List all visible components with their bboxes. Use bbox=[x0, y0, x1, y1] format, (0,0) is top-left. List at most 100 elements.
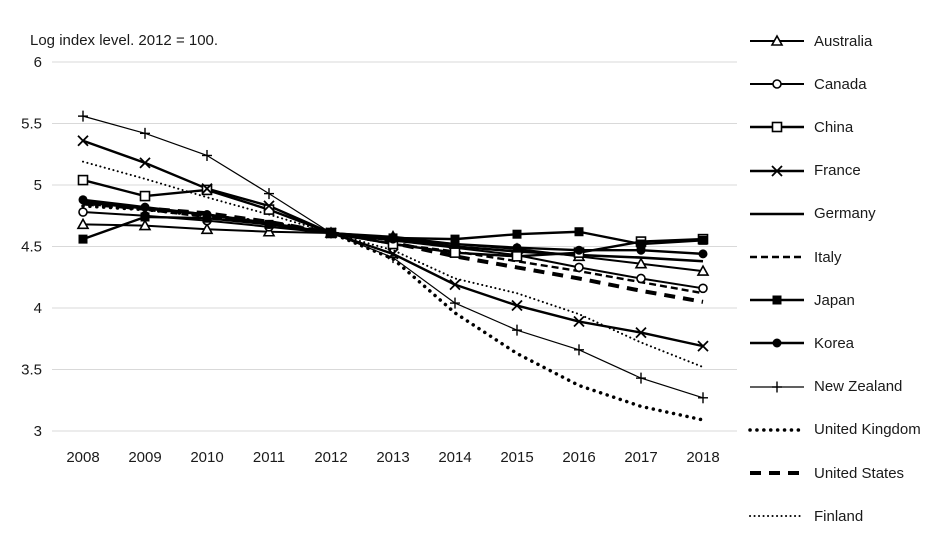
legend-marker-china bbox=[771, 122, 783, 133]
legend-label: Finland bbox=[814, 507, 864, 525]
legend-marker-canada bbox=[772, 79, 782, 89]
x-axis-tick-label: 2017 bbox=[624, 449, 657, 466]
series-marker-new-zealand bbox=[388, 252, 398, 264]
series-marker-japan bbox=[450, 234, 460, 244]
x-axis-tick-label: 2015 bbox=[500, 449, 533, 466]
series-marker-france bbox=[449, 278, 461, 291]
legend-item-france: France bbox=[748, 161, 861, 181]
series-marker-new-zealand bbox=[512, 324, 522, 336]
legend-label: China bbox=[814, 118, 854, 136]
series-marker-new-zealand bbox=[78, 110, 88, 122]
series-marker-new-zealand bbox=[140, 127, 150, 139]
x-axis-tick-label: 2014 bbox=[438, 449, 471, 466]
legend-label: Canada bbox=[814, 75, 867, 93]
series-marker-japan bbox=[140, 212, 150, 222]
legend-marker-korea bbox=[772, 338, 782, 348]
y-axis-tick-label: 4 bbox=[34, 300, 42, 317]
legend-label: United Kingdom bbox=[814, 421, 921, 439]
legend-key-italy-icon bbox=[750, 255, 804, 259]
legend-item-australia: Australia bbox=[748, 31, 872, 51]
legend-key-germany-icon bbox=[750, 212, 804, 216]
series-marker-france bbox=[139, 157, 151, 169]
series-marker-canada bbox=[574, 262, 584, 273]
legend-item-new-zealand: New Zealand bbox=[748, 377, 902, 397]
series-marker-australia bbox=[634, 257, 648, 269]
legend-item-japan: Japan bbox=[748, 290, 855, 310]
legend-key-china-icon bbox=[750, 122, 804, 133]
legend-key-new-zealand-icon bbox=[750, 381, 804, 393]
x-axis-tick-label: 2010 bbox=[190, 449, 223, 466]
legend: Australia Canada China France Germany Italy Ja… bbox=[748, 0, 927, 537]
legend-label: Australia bbox=[814, 32, 873, 50]
legend-key-united-states-icon bbox=[750, 471, 804, 475]
series-marker-japan bbox=[512, 229, 522, 239]
series-marker-korea bbox=[636, 245, 646, 255]
series-marker-australia bbox=[138, 218, 152, 231]
series-marker-korea bbox=[512, 243, 522, 253]
legend-label: United States bbox=[814, 464, 905, 482]
series-marker-japan bbox=[574, 227, 584, 237]
x-axis-tick-label: 2008 bbox=[66, 449, 99, 466]
series-marker-new-zealand bbox=[574, 344, 584, 356]
x-axis-tick-label: 2013 bbox=[376, 449, 409, 466]
legend-label: New Zealand bbox=[814, 378, 903, 396]
legend-label: Germany bbox=[814, 205, 876, 223]
series-marker-japan bbox=[78, 234, 88, 244]
series-marker-new-zealand bbox=[264, 188, 274, 200]
series-marker-japan bbox=[636, 239, 646, 249]
legend-label: Japan bbox=[814, 291, 855, 309]
series-marker-korea bbox=[574, 245, 584, 255]
series-marker-australia bbox=[696, 264, 710, 276]
series-marker-australia bbox=[200, 222, 214, 235]
legend-item-canada: Canada bbox=[748, 74, 867, 94]
series-marker-france bbox=[573, 315, 585, 328]
series-marker-korea bbox=[388, 234, 398, 244]
legend-key-finland-icon bbox=[749, 515, 805, 518]
series-marker-france bbox=[201, 183, 213, 195]
series-marker-korea bbox=[78, 195, 88, 205]
legend-key-canada-icon bbox=[750, 79, 804, 89]
series-marker-australia bbox=[76, 217, 90, 230]
series-marker-china bbox=[511, 251, 523, 262]
y-axis-tick-label: 5.5 bbox=[21, 116, 42, 133]
legend-key-korea-icon bbox=[750, 338, 804, 348]
legend-item-united-states: United States bbox=[748, 463, 904, 483]
y-axis-tick-label: 6 bbox=[34, 54, 42, 71]
series-marker-new-zealand bbox=[326, 227, 336, 239]
series-marker-korea bbox=[450, 239, 460, 249]
series-marker-france bbox=[77, 135, 89, 147]
legend-item-china: China bbox=[748, 117, 853, 137]
chart-title: Log index level. 2012 = 100. bbox=[30, 32, 219, 49]
legend-marker-new-zealand bbox=[772, 381, 782, 393]
series-marker-china bbox=[449, 247, 461, 258]
legend-marker-australia bbox=[770, 34, 784, 46]
series-marker-new-zealand bbox=[636, 372, 646, 384]
legend-key-japan-icon bbox=[750, 295, 804, 305]
y-axis-tick-label: 4.5 bbox=[21, 239, 42, 256]
series-marker-france bbox=[511, 299, 523, 312]
legend-marker-japan bbox=[772, 295, 782, 305]
series-marker-canada bbox=[698, 283, 708, 294]
legend-item-italy: Italy bbox=[748, 247, 842, 267]
series-marker-new-zealand bbox=[450, 297, 460, 309]
series-marker-china bbox=[77, 174, 89, 186]
legend-key-australia-icon bbox=[750, 34, 804, 46]
series-marker-china bbox=[139, 190, 151, 202]
series-marker-korea bbox=[140, 202, 150, 212]
series-marker-france bbox=[635, 326, 647, 339]
legend-label: Italy bbox=[814, 248, 842, 266]
y-axis-tick-label: 3.5 bbox=[21, 362, 42, 379]
series-marker-korea bbox=[264, 219, 274, 229]
legend-key-france-icon bbox=[750, 164, 804, 177]
series-marker-canada bbox=[636, 273, 646, 284]
series-line-finland bbox=[82, 160, 704, 369]
series-marker-france bbox=[697, 340, 709, 352]
x-axis-tick-label: 2012 bbox=[314, 449, 347, 466]
y-axis-tick-label: 5 bbox=[34, 177, 42, 194]
x-axis-tick-label: 2009 bbox=[128, 449, 161, 466]
legend-label: Korea bbox=[814, 334, 855, 352]
legend-label: France bbox=[814, 162, 861, 180]
x-axis-tick-label: 2011 bbox=[253, 449, 285, 466]
